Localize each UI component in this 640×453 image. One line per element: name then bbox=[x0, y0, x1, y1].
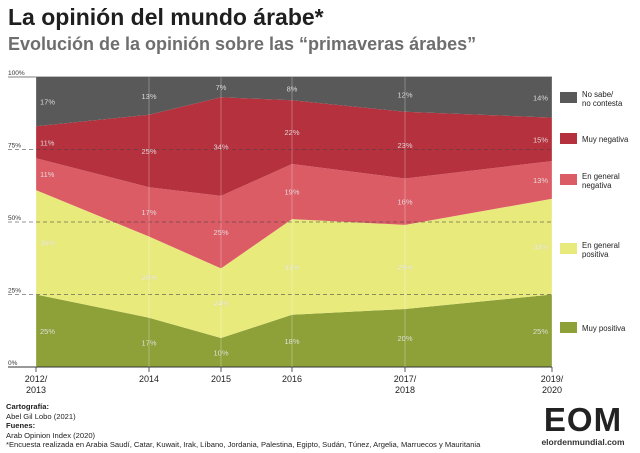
x-tick-label: 2019/ bbox=[541, 374, 564, 384]
x-tick-label: 2014 bbox=[139, 374, 159, 384]
data-label: 11% bbox=[40, 138, 55, 147]
fuentes-value: Arab Opinion Index (2020) bbox=[6, 430, 96, 440]
legend-label: En general bbox=[582, 241, 620, 250]
x-tick-label: 2012/ bbox=[25, 374, 48, 384]
logo-url: elordenmundial.com bbox=[541, 437, 625, 447]
legend-swatch bbox=[560, 243, 577, 254]
data-label: 12% bbox=[397, 90, 412, 99]
data-label: 7% bbox=[216, 83, 227, 92]
legend-swatch bbox=[560, 322, 577, 333]
logo-mark: EOM bbox=[543, 401, 623, 438]
data-label: 17% bbox=[141, 338, 156, 347]
data-label: 20% bbox=[397, 334, 412, 343]
series-area-2 bbox=[36, 190, 552, 338]
legend-label: no contesta bbox=[582, 99, 623, 108]
legend-swatch bbox=[560, 174, 577, 185]
data-label: 22% bbox=[284, 128, 299, 137]
data-label: 15% bbox=[533, 135, 548, 144]
x-tick-label: 2013 bbox=[26, 385, 46, 395]
legend-label: Muy negativa bbox=[582, 135, 629, 144]
data-label: 25% bbox=[141, 147, 156, 156]
legend-label: En general bbox=[582, 172, 620, 181]
data-label: 19% bbox=[284, 188, 299, 197]
y-tick-label: 0% bbox=[8, 360, 18, 367]
legend-label: Muy positiva bbox=[582, 324, 626, 333]
data-label: 25% bbox=[213, 228, 228, 237]
series-area-4 bbox=[36, 97, 552, 196]
legend-label: positiva bbox=[582, 250, 609, 259]
y-tick-label: 50% bbox=[8, 215, 21, 222]
data-label: 8% bbox=[287, 85, 298, 94]
series-area-3 bbox=[36, 158, 552, 269]
data-label: 18% bbox=[284, 337, 299, 346]
series-area-1 bbox=[36, 294, 552, 367]
credits: Cartografía: Abel Gil Lobo (2021) Fuenes… bbox=[6, 402, 480, 450]
data-label: 33% bbox=[533, 243, 548, 252]
y-tick-label: 100% bbox=[8, 70, 25, 77]
y-tick-label: 25% bbox=[8, 288, 21, 295]
x-tick-label: 2018 bbox=[395, 385, 415, 395]
stacked-area-chart: 0% 25% 50% 75% 100% 25% 17% 10% 18% 20% 25% 36% 28% 2… bbox=[8, 70, 629, 395]
chart-title: La opinión del mundo árabe* bbox=[8, 4, 324, 30]
data-label: 13% bbox=[141, 92, 156, 101]
data-label: 16% bbox=[397, 198, 412, 207]
data-label: 29% bbox=[397, 263, 412, 272]
cartografia-value: Abel Gil Lobo (2021) bbox=[6, 411, 76, 421]
y-tick-label: 75% bbox=[8, 143, 21, 150]
data-label: 28% bbox=[141, 273, 156, 282]
series-area-5 bbox=[36, 77, 552, 127]
data-label: 14% bbox=[533, 93, 548, 102]
x-tick-label: 2015 bbox=[211, 374, 231, 384]
data-label: 17% bbox=[141, 208, 156, 217]
data-label: 33% bbox=[284, 263, 299, 272]
data-label: 24% bbox=[213, 299, 228, 308]
data-label: 11% bbox=[40, 170, 55, 179]
data-label: 17% bbox=[40, 98, 55, 107]
data-label: 25% bbox=[40, 327, 55, 336]
x-tick-label: 2020 bbox=[542, 385, 562, 395]
chart-subtitle: Evolución de la opinión sobre las “prima… bbox=[8, 34, 477, 54]
x-tick-label: 2016 bbox=[282, 374, 302, 384]
legend-label: No sabe/ bbox=[582, 90, 614, 99]
legend-label: negativa bbox=[582, 181, 612, 190]
eom-logo[interactable]: EOM elordenmundial.com bbox=[533, 401, 633, 447]
data-label: 36% bbox=[40, 238, 55, 247]
data-label: 23% bbox=[397, 141, 412, 150]
survey-note: *Encuesta realizada en Arabia Saudí, Cat… bbox=[6, 440, 481, 450]
x-tick-label: 2017/ bbox=[394, 374, 417, 384]
data-label: 10% bbox=[213, 349, 228, 358]
legend-swatch bbox=[560, 92, 577, 103]
data-label: 34% bbox=[213, 143, 228, 152]
cartografia-label: Cartografía: bbox=[6, 402, 50, 411]
legend-swatch bbox=[560, 133, 577, 144]
data-label: 25% bbox=[533, 327, 548, 336]
data-label: 13% bbox=[533, 176, 548, 185]
fuentes-label: Fuenes: bbox=[6, 421, 36, 431]
